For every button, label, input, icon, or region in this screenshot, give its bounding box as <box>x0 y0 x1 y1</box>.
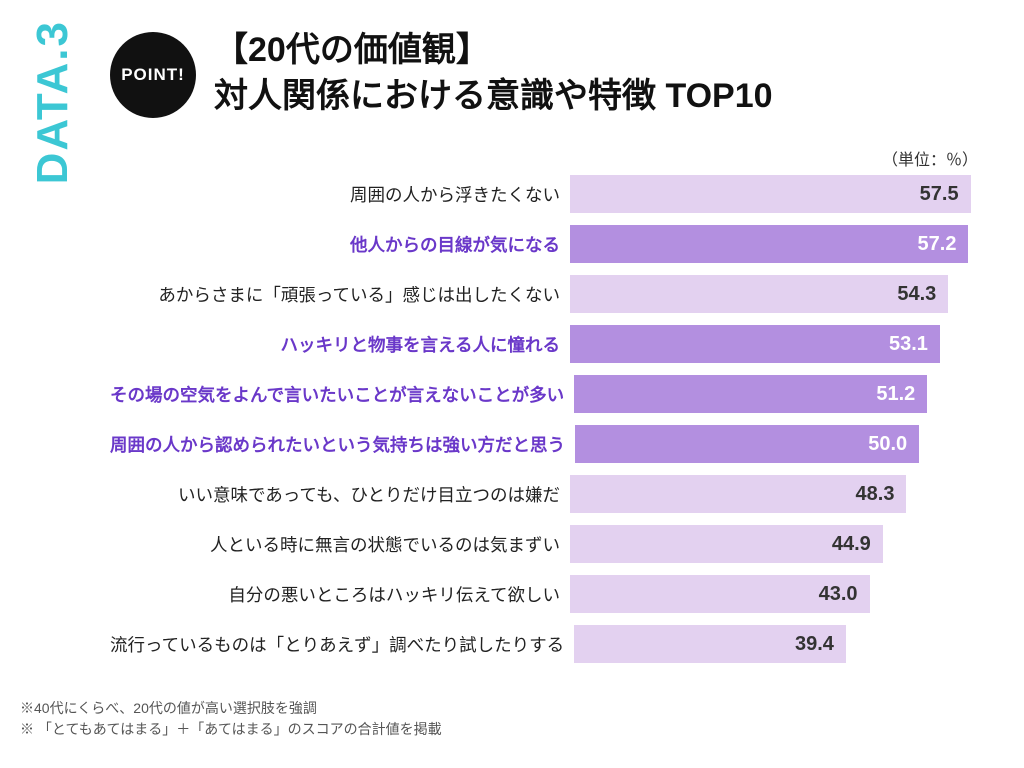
chart-bar-value: 51.2 <box>876 383 915 406</box>
chart-row-label: 流行っているものは「とりあえず」調べたり試したりする <box>110 632 574 657</box>
chart-row: ハッキリと物事を言える人に憧れる 53.1 <box>110 322 988 366</box>
chart-row-label: ハッキリと物事を言える人に憧れる <box>110 332 570 357</box>
chart-row: あからさまに「頑張っている」感じは出したくない 54.3 <box>110 272 988 316</box>
chart-bar-value: 48.3 <box>856 483 895 506</box>
chart-bar-track: 57.2 <box>570 225 988 263</box>
chart-bar: 44.9 <box>570 525 883 563</box>
chart-bar: 39.4 <box>574 625 846 663</box>
chart-bar-track: 50.0 <box>575 425 988 463</box>
chart-row-label: 自分の悪いところはハッキリ伝えて欲しい <box>110 582 570 607</box>
chart-bar: 57.2 <box>570 225 968 263</box>
chart-bar-track: 48.3 <box>570 475 988 513</box>
chart-bar: 54.3 <box>570 275 948 313</box>
title-block: 【20代の価値観】 対人関係における意識や特徴 TOP10 <box>214 28 773 120</box>
title-line-2: 対人関係における意識や特徴 TOP10 <box>214 74 773 120</box>
chart-row-label: いい意味であっても、ひとりだけ目立つのは嫌だ <box>110 482 570 507</box>
chart-bar-track: 39.4 <box>574 625 988 663</box>
chart-bar-value: 57.2 <box>918 233 957 256</box>
chart-bar: 43.0 <box>570 575 870 613</box>
chart-bar: 53.1 <box>570 325 940 363</box>
chart-row-label: 周囲の人から認められたいという気持ちは強い方だと思う <box>110 432 575 457</box>
footnotes: ※40代にくらべ、20代の値が高い選択肢を強調 ※ 「とてもあてはまる」＋「あて… <box>20 698 442 740</box>
chart-bar-value: 43.0 <box>819 583 858 606</box>
point-badge: POINT! <box>110 32 196 118</box>
chart-row-label: あからさまに「頑張っている」感じは出したくない <box>110 282 570 307</box>
chart-row-label: その場の空気をよんで言いたいことが言えないことが多い <box>110 382 574 407</box>
chart-bar-value: 54.3 <box>897 283 936 306</box>
chart-bar-track: 57.5 <box>570 175 988 213</box>
chart-bar: 50.0 <box>575 425 919 463</box>
chart-bar: 57.5 <box>570 175 971 213</box>
chart-bar-track: 44.9 <box>570 525 988 563</box>
chart-row: その場の空気をよんで言いたいことが言えないことが多い 51.2 <box>110 372 988 416</box>
chart-row: 他人からの目線が気になる 57.2 <box>110 222 988 266</box>
chart-bar: 48.3 <box>570 475 906 513</box>
chart-row-label: 周囲の人から浮きたくない <box>110 182 570 207</box>
unit-label: （単位：％） <box>882 146 978 170</box>
title-line-1: 【20代の価値観】 <box>214 28 773 74</box>
chart-row-label: 他人からの目線が気になる <box>110 232 570 257</box>
chart-row: 流行っているものは「とりあえず」調べたり試したりする 39.4 <box>110 622 988 666</box>
chart-bar-value: 57.5 <box>920 183 959 206</box>
chart-row: 周囲の人から浮きたくない 57.5 <box>110 172 988 216</box>
data-section-badge: DATA.3 <box>28 20 78 184</box>
chart-row: 人といる時に無言の状態でいるのは気まずい 44.9 <box>110 522 988 566</box>
chart-row-label: 人といる時に無言の状態でいるのは気まずい <box>110 532 570 557</box>
chart-bar-value: 39.4 <box>795 633 834 656</box>
footnote-2: ※ 「とてもあてはまる」＋「あてはまる」のスコアの合計値を掲載 <box>20 719 442 740</box>
header: POINT! 【20代の価値観】 対人関係における意識や特徴 TOP10 <box>110 28 773 120</box>
chart-bar-track: 54.3 <box>570 275 988 313</box>
chart-row: いい意味であっても、ひとりだけ目立つのは嫌だ 48.3 <box>110 472 988 516</box>
footnote-1: ※40代にくらべ、20代の値が高い選択肢を強調 <box>20 698 442 719</box>
chart-bar-track: 53.1 <box>570 325 988 363</box>
bar-chart: 周囲の人から浮きたくない 57.5 他人からの目線が気になる 57.2 あからさまに「頑… <box>110 172 988 666</box>
chart-bar-value: 44.9 <box>832 533 871 556</box>
chart-bar-value: 53.1 <box>889 333 928 356</box>
chart-bar-track: 51.2 <box>574 375 988 413</box>
chart-bar-track: 43.0 <box>570 575 988 613</box>
chart-row: 周囲の人から認められたいという気持ちは強い方だと思う 50.0 <box>110 422 988 466</box>
chart-row: 自分の悪いところはハッキリ伝えて欲しい 43.0 <box>110 572 988 616</box>
chart-bar: 51.2 <box>574 375 927 413</box>
chart-bar-value: 50.0 <box>868 433 907 456</box>
